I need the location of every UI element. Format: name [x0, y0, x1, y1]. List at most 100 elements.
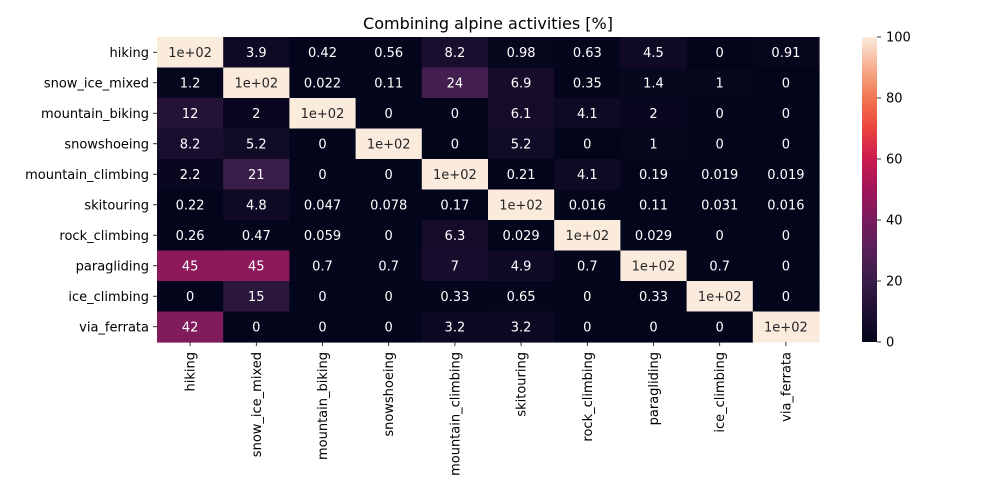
cell-value-label: 6.1 [511, 107, 532, 122]
cell-value-label: 1e+02 [565, 229, 609, 244]
heatmap-cell [157, 67, 224, 99]
heatmap-cell [289, 128, 357, 160]
heatmap-cell [355, 250, 423, 282]
cell-value-label: 2 [649, 107, 657, 122]
cell-value-label: 12 [182, 107, 199, 122]
cell-value-label: 0 [716, 229, 724, 244]
y-axis-ticks: hiking snow_ice_mixed mountain_bikingsnows… [25, 46, 157, 335]
cell-value-label: 0 [318, 137, 326, 152]
heatmap-cell [686, 250, 754, 282]
heatmap-cell [421, 281, 489, 313]
heatmap-cell [289, 250, 357, 282]
colorbar-ticks: 0 20 40 60 80 100 [877, 31, 911, 351]
cell-value-label: 0 [782, 290, 790, 305]
heatmap-cell [289, 159, 357, 191]
cell-value-label: 45 [248, 259, 265, 274]
heatmap-cell [554, 159, 621, 191]
x-tick-label: paragliding [647, 352, 662, 425]
heatmap-cell [686, 98, 754, 130]
x-tick-label: ice_climbing [713, 352, 728, 433]
heatmap-cell [554, 128, 621, 160]
cell-value-label: 0 [186, 290, 194, 305]
heatmap-cell [157, 98, 224, 130]
heatmap-cell [620, 128, 688, 160]
cell-value-label: 0.7 [378, 259, 399, 274]
heatmap-cell [752, 67, 820, 99]
cell-value-label: 0.91 [771, 46, 800, 61]
cell-value-label: 0.031 [701, 198, 738, 213]
cell-value-label: 0 [716, 137, 724, 152]
heatmap-cell [752, 250, 820, 282]
heatmap-cell [752, 311, 820, 343]
y-tick-label: snowshoeing [64, 137, 149, 152]
cell-value-label: 0.19 [639, 168, 668, 183]
colorbar-tick-label: 60 [886, 153, 903, 168]
y-tick-label: hiking [110, 46, 149, 61]
cell-value-label: 0.42 [308, 46, 337, 61]
cell-value-label: 0 [451, 137, 459, 152]
heatmap-cell [355, 220, 423, 252]
x-tick-label: snow_ice_mixed [250, 352, 265, 457]
cell-value-label: 0 [782, 259, 790, 274]
cell-value-label: 1e+02 [234, 76, 278, 91]
heatmap-cell [752, 189, 820, 221]
cell-value-label: 1.4 [643, 76, 664, 91]
cell-value-label: 0 [252, 320, 260, 335]
y-tick-label: mountain_biking [41, 107, 149, 122]
heatmap-cell [488, 67, 555, 99]
cell-value-label: 0 [716, 46, 724, 61]
cell-value-label: 1.2 [180, 76, 201, 91]
cell-value-label: 0.016 [569, 198, 606, 213]
heatmap-cell [752, 159, 820, 191]
cell-value-label: 0 [782, 107, 790, 122]
heatmap-cell [488, 37, 555, 69]
x-tick-label: via_ferrata [779, 352, 794, 422]
chart-title: Combining alpine activities [%] [363, 14, 613, 33]
heatmap-cell [620, 98, 688, 130]
heatmap-cell [752, 98, 820, 130]
cell-value-label: 0.65 [507, 290, 536, 305]
heatmap-cell [289, 37, 357, 69]
heatmap-cell [686, 67, 754, 99]
cell-value-label: 6.3 [445, 229, 466, 244]
cell-value-label: 0.26 [176, 229, 205, 244]
cell-value-label: 4.9 [511, 259, 532, 274]
cell-value-label: 0.029 [635, 229, 672, 244]
colorbar-tick-label: 100 [886, 31, 911, 46]
cell-value-label: 8.2 [445, 46, 466, 61]
cell-value-label: 6.9 [511, 76, 532, 91]
heatmap-cell [554, 98, 621, 130]
heatmap-cell [421, 37, 489, 69]
cell-value-label: 0.029 [502, 229, 539, 244]
heatmap-cell [488, 189, 555, 221]
cell-value-label: 4.1 [577, 107, 598, 122]
heatmap-cell [421, 250, 489, 282]
heatmap-cell [157, 128, 224, 160]
cell-value-label: 0.21 [507, 168, 536, 183]
heatmap-cell [686, 128, 754, 160]
y-tick-label: paragliding [76, 259, 149, 274]
heatmap-cell [421, 159, 489, 191]
heatmap-cell [554, 281, 621, 313]
cell-value-label: 0.33 [440, 290, 469, 305]
heatmap-cell [554, 311, 621, 343]
cell-value-label: 0.17 [440, 198, 469, 213]
cell-value-label: 0.63 [573, 46, 602, 61]
cell-value-label: 3.9 [246, 46, 267, 61]
cell-value-label: 0.016 [767, 198, 804, 213]
heatmap-cell [157, 159, 224, 191]
cell-value-label: 0 [583, 290, 591, 305]
heatmap-cell [488, 128, 555, 160]
heatmap-cell [686, 189, 754, 221]
cell-value-label: 42 [182, 320, 199, 335]
cell-value-label: 0 [385, 290, 393, 305]
heatmap-cell [421, 311, 489, 343]
cell-value-label: 2 [252, 107, 260, 122]
cell-value-label: 0 [649, 320, 657, 335]
y-tick-label: ice_climbing [68, 290, 149, 305]
cell-value-label: 45 [182, 259, 199, 274]
cell-value-label: 0.019 [767, 168, 804, 183]
heatmap-cell [620, 250, 688, 282]
x-tick-label: mountain_biking [316, 352, 331, 460]
cell-value-label: 1e+02 [499, 198, 543, 213]
